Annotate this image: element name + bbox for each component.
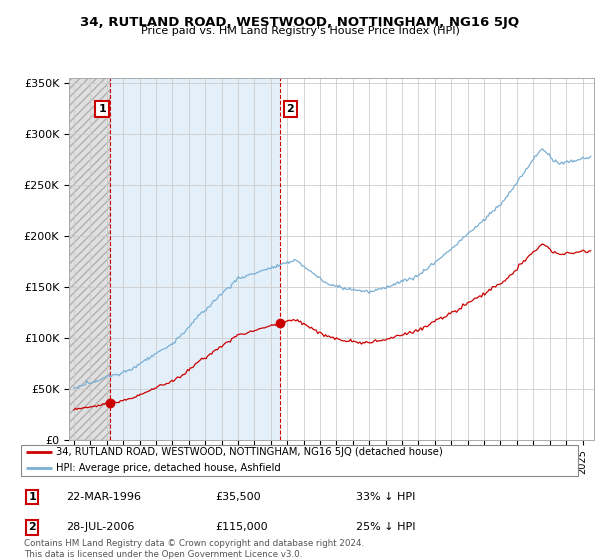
Text: £115,000: £115,000 [215,522,268,532]
Text: 2: 2 [28,522,36,532]
Text: HPI: Average price, detached house, Ashfield: HPI: Average price, detached house, Ashf… [56,463,281,473]
Text: Price paid vs. HM Land Registry's House Price Index (HPI): Price paid vs. HM Land Registry's House … [140,26,460,36]
Text: 2: 2 [286,104,294,114]
Text: Contains HM Land Registry data © Crown copyright and database right 2024.
This d: Contains HM Land Registry data © Crown c… [24,539,364,559]
Text: 1: 1 [98,104,106,114]
Text: 25% ↓ HPI: 25% ↓ HPI [356,522,416,532]
FancyBboxPatch shape [21,445,578,476]
Text: 22-MAR-1996: 22-MAR-1996 [66,492,141,502]
Text: 28-JUL-2006: 28-JUL-2006 [66,522,134,532]
Text: 34, RUTLAND ROAD, WESTWOOD, NOTTINGHAM, NG16 5JQ: 34, RUTLAND ROAD, WESTWOOD, NOTTINGHAM, … [80,16,520,29]
Text: 34, RUTLAND ROAD, WESTWOOD, NOTTINGHAM, NG16 5JQ (detached house): 34, RUTLAND ROAD, WESTWOOD, NOTTINGHAM, … [56,447,443,458]
Text: 33% ↓ HPI: 33% ↓ HPI [356,492,416,502]
Text: £35,500: £35,500 [215,492,261,502]
Text: 1: 1 [28,492,36,502]
Bar [110,78,280,440]
